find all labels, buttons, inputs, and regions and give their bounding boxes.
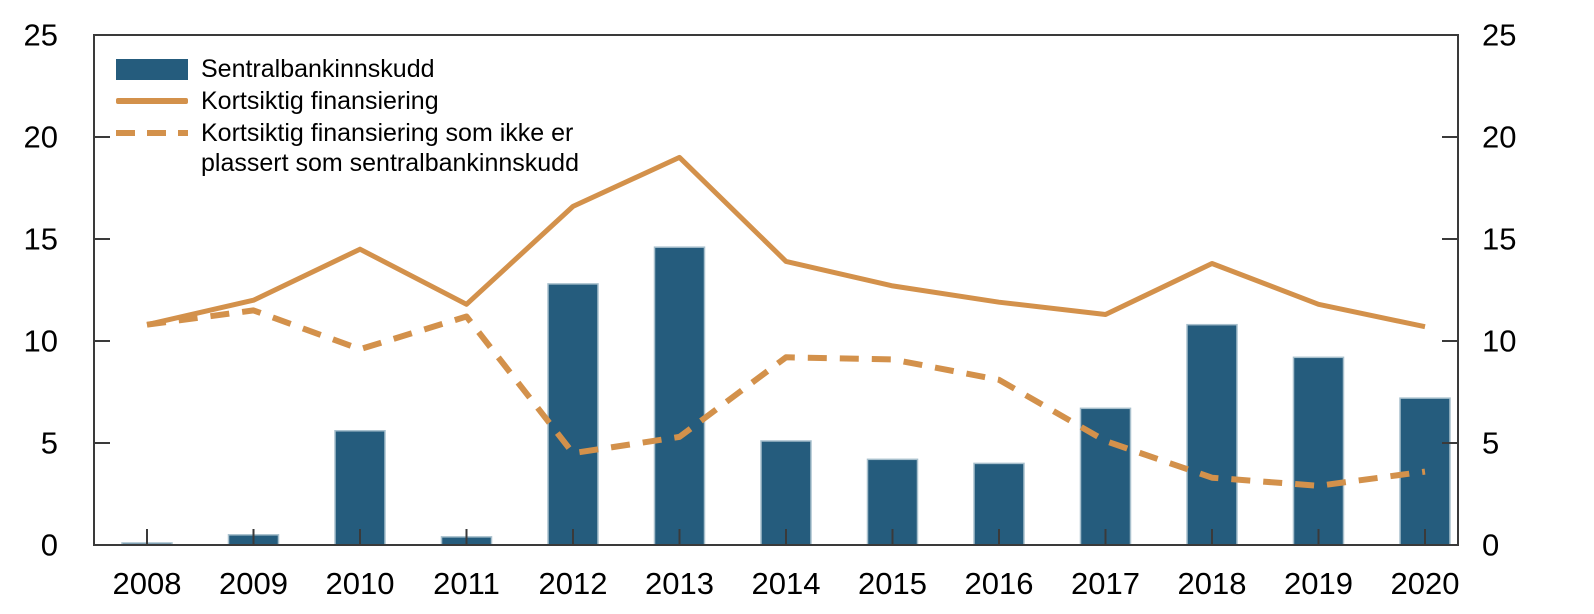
x-axis-tick-label: 2020 — [1391, 566, 1460, 601]
x-axis-tick-label: 2019 — [1284, 566, 1353, 601]
bar-2010 — [334, 430, 386, 546]
y-axis-tick-label-right: 5 — [1482, 426, 1499, 461]
solid-line-series — [146, 154, 1426, 330]
y-axis-tick-label-left: 15 — [24, 222, 58, 257]
y-axis-tick-label-right: 15 — [1482, 222, 1516, 257]
dashed-line-series — [146, 307, 1426, 489]
y-axis-tick-label-right: 25 — [1482, 18, 1516, 53]
y-axis-tick-label-left: 25 — [24, 18, 58, 53]
legend-item-kortsiktig-finansiering: Kortsiktig finansiering — [116, 86, 666, 116]
x-axis-tick-label: 2017 — [1071, 566, 1140, 601]
x-axis-tick-label: 2010 — [326, 566, 395, 601]
legend-solid-line-swatch — [116, 98, 188, 104]
y-axis-tick-label-left: 20 — [24, 120, 58, 155]
x-axis-tick-label: 2011 — [433, 566, 500, 601]
x-axis-tick-label: 2014 — [752, 566, 821, 601]
plot-border — [93, 34, 1459, 546]
x-axis-tick-label: 2016 — [965, 566, 1034, 601]
legend-label-kortsiktig-finansiering: Kortsiktig finansiering — [201, 87, 439, 115]
x-axis-tick-label: 2012 — [539, 566, 608, 601]
legend-label-sentralbankinnskudd: Sentralbankinnskudd — [201, 55, 435, 83]
legend-bar-swatch — [116, 59, 188, 80]
legend-dashed-line-swatch — [116, 130, 188, 136]
legend-label-kortsiktig-finansiering-ikke: Kortsiktig finansiering som ikke er plas… — [201, 119, 579, 177]
y-axis-tick-label-left: 5 — [41, 426, 58, 461]
y-axis-tick-label-left: 0 — [41, 528, 58, 563]
legend-item-kortsiktig-finansiering-ikke-sentralbankinnskudd: Kortsiktig finansiering som ikke er plas… — [116, 118, 666, 178]
legend-item-sentralbankinnskudd: Sentralbankinnskudd — [116, 54, 666, 84]
bar-2019 — [1292, 356, 1345, 546]
x-axis-tick-label: 2018 — [1178, 566, 1247, 601]
bar-2012 — [547, 283, 599, 546]
legend: Sentralbankinnskudd Kortsiktig finansier… — [116, 54, 666, 180]
x-axis-tick-label: 2009 — [219, 566, 288, 601]
y-axis-tick-label-right: 20 — [1482, 120, 1516, 155]
y-axis-tick-label-right: 10 — [1482, 324, 1516, 359]
y-axis-tick-label-right: 0 — [1482, 528, 1499, 563]
x-axis-tick-label: 2008 — [113, 566, 182, 601]
bar-2013 — [653, 246, 706, 546]
x-axis-tick-label: 2013 — [645, 566, 714, 601]
x-axis-tick-label: 2015 — [858, 566, 927, 601]
bar-2014 — [760, 440, 812, 546]
bar-2018 — [1186, 323, 1238, 546]
y-axis-tick-label-left: 10 — [24, 324, 58, 359]
